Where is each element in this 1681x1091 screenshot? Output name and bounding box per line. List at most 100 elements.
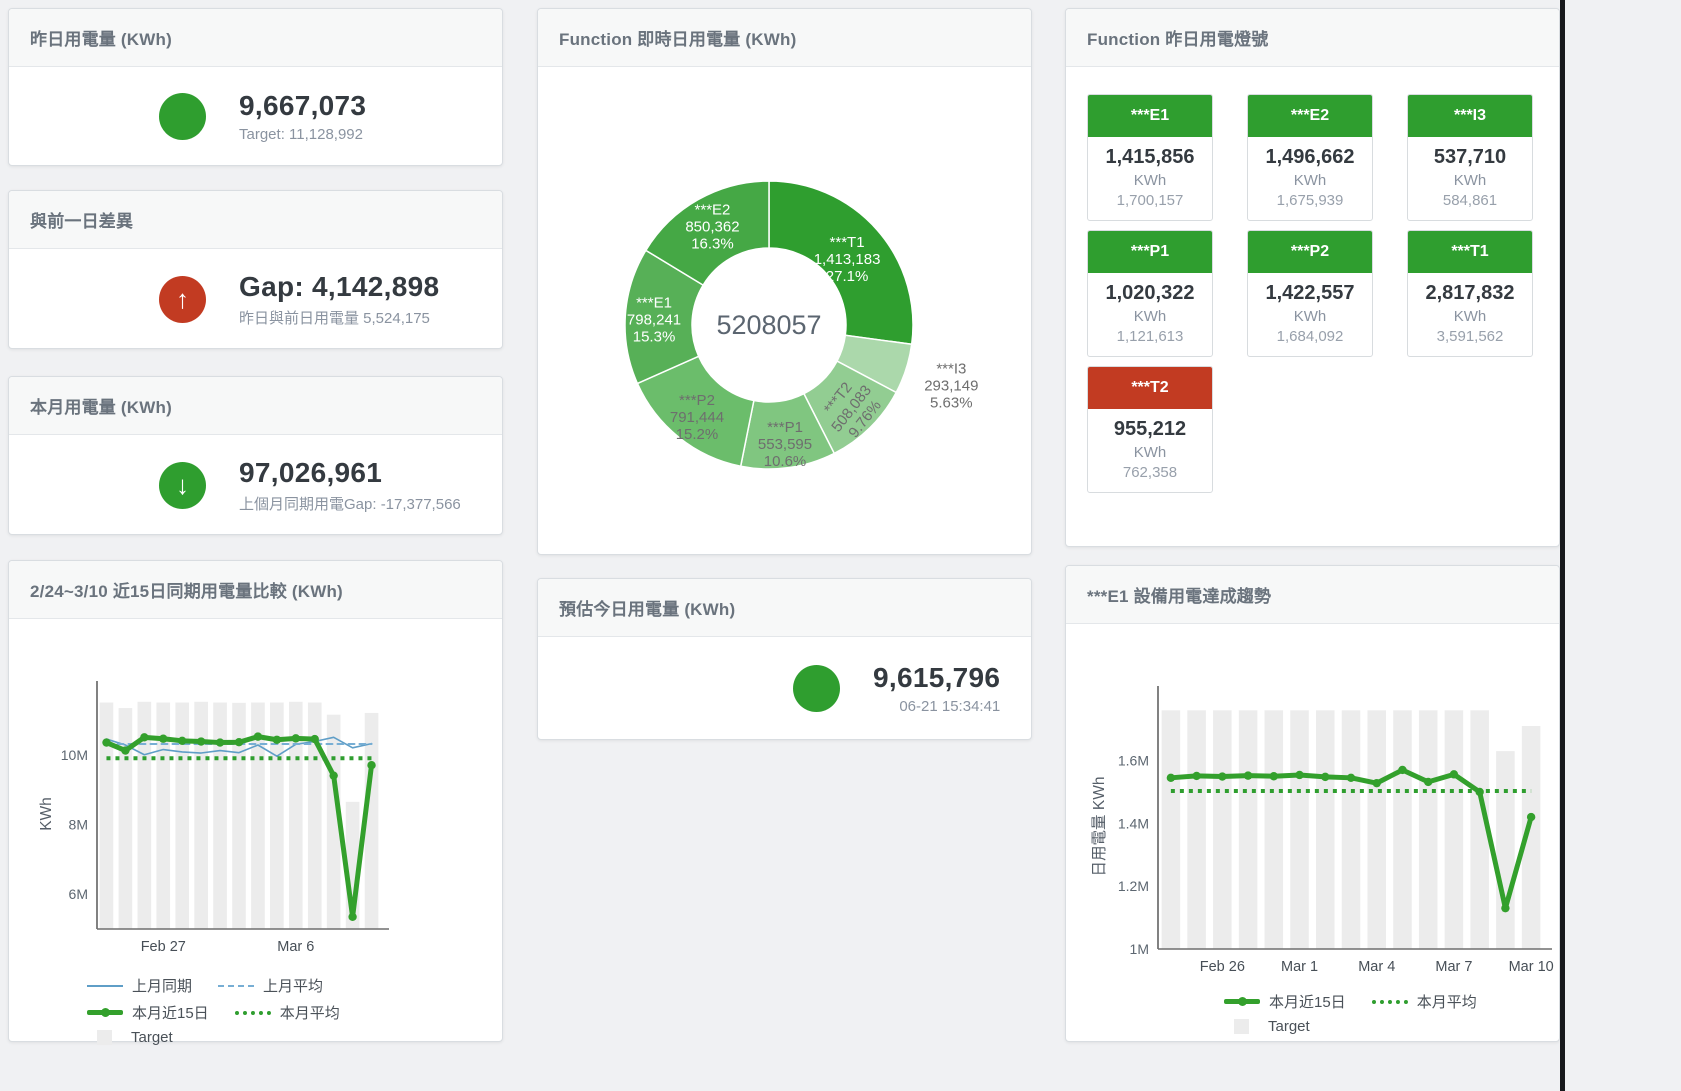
status-tile[interactable]: ***T1 2,817,832 KWh 3,591,562 (1407, 230, 1533, 357)
card-e1-trend-chart: ***E1 設備用電達成趨勢 1M 1.2M 1.4M 1.6M Feb 26 Mar 1… (1065, 565, 1560, 1042)
compare-line-chart: 6M 8M 10M Feb 27 Mar 6 KWh (38, 681, 389, 955)
card-title: 昨日用電量 (KWh) (9, 9, 502, 67)
card-title: Function 昨日用電燈號 (1066, 9, 1559, 67)
tile-value: 1,496,662 (1265, 146, 1355, 168)
tile-name: ***T1 (1408, 231, 1532, 273)
kpi-value: 9,615,796 (873, 662, 1001, 693)
kpi-body: ↑ Gap: 4,142,898 昨日與前日用電量 5,524,175 (9, 249, 502, 349)
donut-slice[interactable] (768, 180, 914, 346)
donut-slice[interactable] (644, 180, 770, 287)
kpi-text: 9,615,796 06-21 15:34:41 (873, 662, 1000, 715)
kpi-text: 9,667,073 Target: 11,128,992 (239, 90, 366, 143)
tile-target-value: 1,121,613 (1116, 328, 1184, 345)
legend-item[interactable]: 本月近15日 (87, 1002, 209, 1023)
donut-slice-label: ***P2 791,444 15.2% (670, 392, 724, 443)
legend-row: 上月同期 上月平均 (87, 975, 502, 996)
series-markers (102, 732, 376, 922)
legend-row: 本月近15日 本月平均 (1224, 991, 1559, 1012)
legend-row: Target (1224, 1018, 1559, 1035)
series-line (105, 736, 373, 757)
legend-label: Target (1268, 1018, 1310, 1035)
kpi-subtext: Target: 11,128,992 (239, 126, 363, 143)
donut-slice-label: ***E2 850,362 16.3% (685, 202, 739, 253)
card-yesterday-usage: 昨日用電量 (KWh) 9,667,073 Target: 11,128,992 (8, 8, 503, 166)
legend-row: Target (87, 1029, 502, 1046)
tile-value: 1,422,557 (1265, 282, 1355, 304)
arrow-up-circle-icon: ↑ (159, 275, 206, 323)
legend-swatch-square-icon (97, 1030, 112, 1045)
legend-item[interactable]: 上月平均 (218, 975, 323, 996)
legend-swatch-thick-icon (87, 1008, 123, 1017)
tile-unit: KWh (1133, 444, 1167, 461)
legend-item[interactable]: 本月平均 (1371, 991, 1477, 1012)
donut-chart: ***T1 1,413,183 27.1%***I3 293,149 5.63%***T… (624, 180, 978, 470)
tile-unit: KWh (1133, 172, 1167, 189)
legend-label: 本月平均 (279, 1005, 340, 1022)
y-tick-label: 6M (69, 886, 88, 902)
card-month-usage: 本月用電量 (KWh) ↓ 97,026,961 上個月同期用電Gap: -17… (8, 376, 503, 535)
tile-target-value: 584,861 (1442, 192, 1498, 209)
x-tick-label: Mar 7 (1435, 959, 1472, 975)
donut-center-total: 5208057 (716, 310, 821, 340)
kpi-text: 97,026,961 上個月同期用電Gap: -17,377,566 (239, 457, 461, 514)
status-tile[interactable]: ***P2 1,422,557 KWh 1,684,092 (1247, 230, 1373, 357)
card-title: 本月用電量 (KWh) (9, 377, 502, 435)
kpi-body: 9,667,073 Target: 11,128,992 (9, 67, 502, 166)
trend-chart-legend: 本月近15日 本月平均 Target (1066, 991, 1559, 1041)
tile-target-value: 1,675,939 (1276, 192, 1344, 209)
status-circle-icon (793, 665, 840, 712)
card-title: 與前一日差異 (9, 191, 502, 249)
tile-value: 2,817,832 (1425, 282, 1515, 304)
status-tile[interactable]: ***T2 955,212 KWh 762,358 (1087, 366, 1213, 493)
kpi-body: 9,615,796 06-21 15:34:41 (538, 637, 1031, 740)
legend-swatch-dotted-icon (234, 1010, 271, 1015)
status-circle-icon (159, 93, 206, 140)
legend-label: 上月同期 (132, 978, 193, 995)
donut-slice-label: ***T1 1,413,183 27.1% (814, 234, 881, 285)
card-realtime-donut: Function 即時日用電量 (KWh) ***T1 1,413,183 27.1… (537, 8, 1032, 555)
legend-label: 本月近15日 (1269, 994, 1346, 1011)
y-axis-title: KWh (38, 797, 55, 831)
legend-item[interactable]: Target (87, 1029, 173, 1046)
donut-slice-label: ***P1 553,595 10.6% (758, 419, 812, 470)
trend-line-chart: 1M 1.2M 1.4M 1.6M Feb 26 Mar 1 Mar 4 Mar 7 Mar 1… (1091, 686, 1554, 975)
card-day-gap: 與前一日差異 ↑ Gap: 4,142,898 昨日與前日用電量 5,524,1… (8, 190, 503, 349)
legend-item[interactable]: 本月平均 (234, 1002, 340, 1023)
status-tile[interactable]: ***P1 1,020,322 KWh 1,121,613 (1087, 230, 1213, 357)
tile-name: ***T2 (1088, 367, 1212, 409)
scrollbar[interactable] (1560, 0, 1565, 1091)
legend-item[interactable]: Target (1224, 1018, 1310, 1035)
kpi-subtext: 昨日與前日用電量 5,524,175 (239, 309, 430, 327)
kpi-value: Gap: 4,142,898 (239, 270, 440, 302)
card-title: 2/24~3/10 近15日同期用電量比較 (KWh) (9, 561, 502, 619)
card-title: ***E1 設備用電達成趨勢 (1066, 566, 1559, 624)
card-title: 預估今日用電量 (KWh) (538, 579, 1031, 637)
y-tick-label: 10M (61, 747, 88, 763)
x-tick-label: Feb 27 (141, 939, 186, 955)
y-tick-label: 1.2M (1118, 878, 1149, 894)
tile-unit: KWh (1453, 308, 1487, 325)
legend-item[interactable]: 上月同期 (87, 975, 192, 996)
tile-unit: KWh (1133, 308, 1167, 325)
tile-name: ***P2 (1248, 231, 1372, 273)
tile-unit: KWh (1453, 172, 1487, 189)
legend-label: Target (131, 1029, 173, 1046)
legend-label: 上月平均 (263, 978, 324, 995)
arrow-down-circle-icon: ↓ (159, 461, 206, 509)
status-tile[interactable]: ***E2 1,496,662 KWh 1,675,939 (1247, 94, 1373, 221)
legend-item[interactable]: 本月近15日 (1224, 991, 1346, 1012)
status-tile[interactable]: ***E1 1,415,856 KWh 1,700,157 (1087, 94, 1213, 221)
tile-target-value: 1,700,157 (1116, 192, 1184, 209)
legend-swatch-dotted-icon (1371, 999, 1408, 1004)
tile-unit: KWh (1293, 308, 1327, 325)
status-tile[interactable]: ***I3 537,710 KWh 584,861 (1407, 94, 1533, 221)
target-bars (1161, 710, 1541, 949)
legend-label: 本月平均 (1416, 994, 1477, 1011)
tile-value: 537,710 (1433, 146, 1507, 168)
donut-slice-label: ***E1 798,241 15.3% (627, 295, 681, 346)
x-tick-label: Mar 10 (1509, 959, 1554, 975)
tile-value: 1,415,856 (1105, 146, 1195, 168)
kpi-text: Gap: 4,142,898 昨日與前日用電量 5,524,175 (239, 271, 439, 328)
legend-swatch-square-icon (1234, 1019, 1249, 1034)
